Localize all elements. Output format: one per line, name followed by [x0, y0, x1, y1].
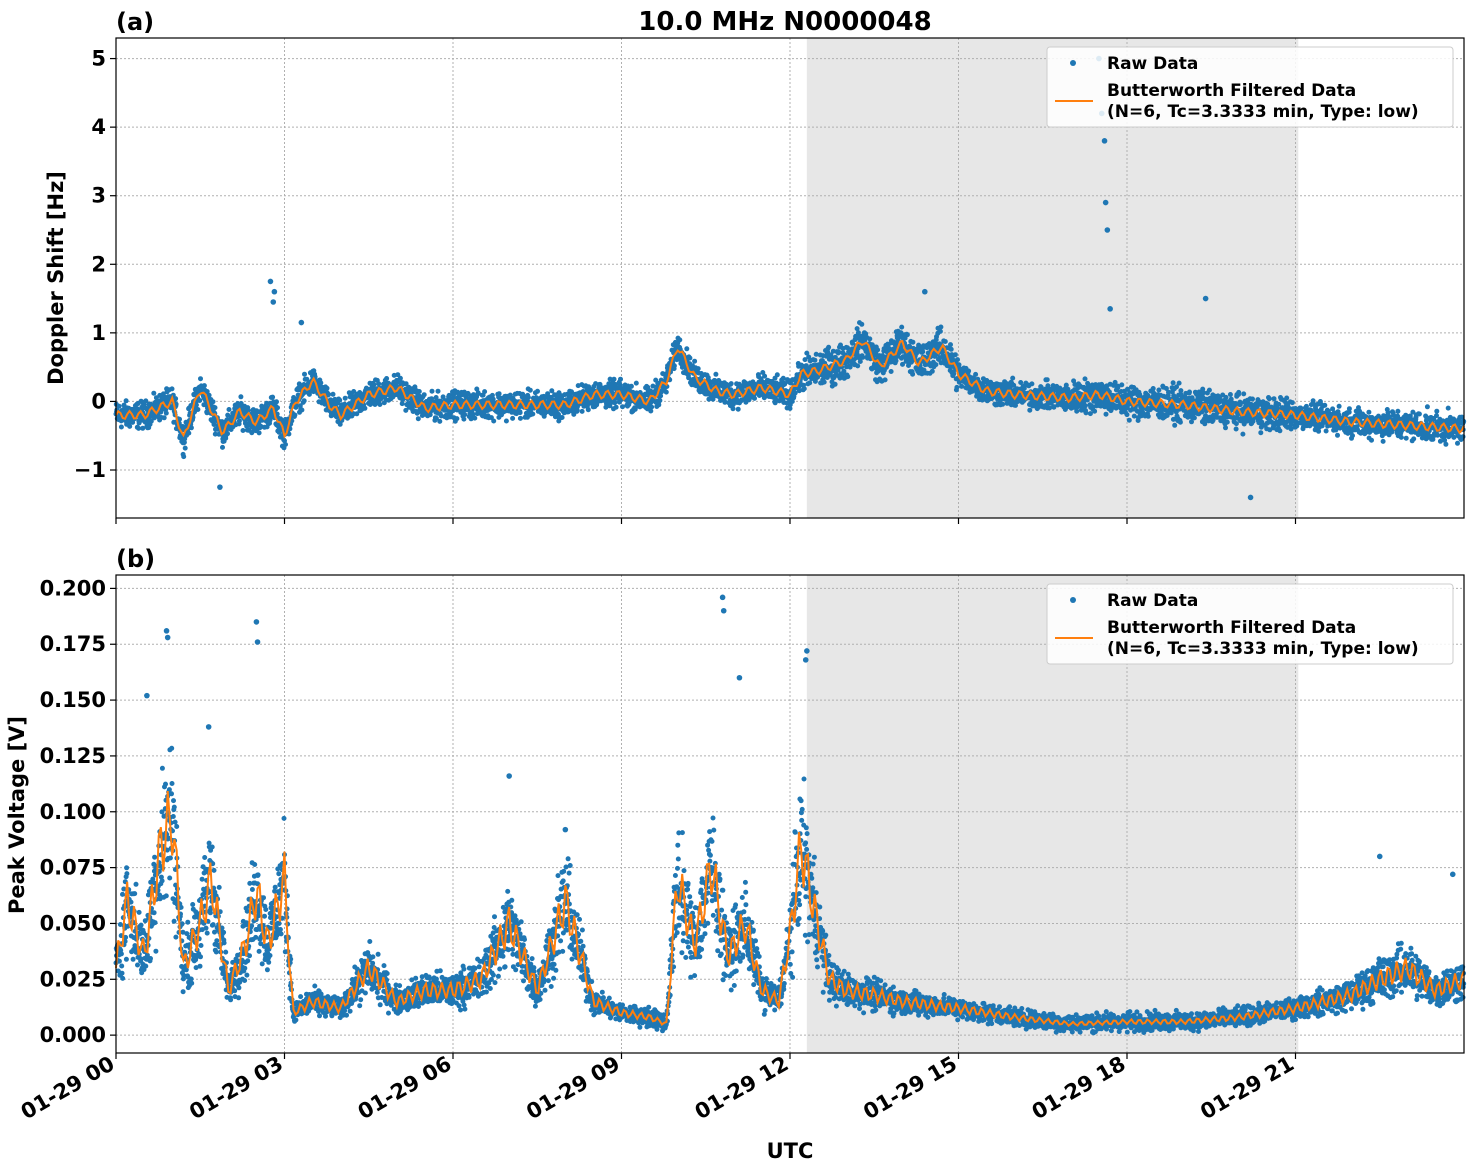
y-tick-label: 0.175 — [40, 632, 106, 656]
panel-a-ylabel: Doppler Shift [Hz] — [44, 171, 68, 385]
panel-a-frame — [115, 37, 1465, 519]
raw-data-point — [1202, 295, 1209, 302]
panel-a-doppler-shift: (a) Doppler Shift [Hz] −1 0 1 2 3 4 5 Raw Data… — [44, 8, 1467, 524]
raw-data-point — [144, 692, 150, 699]
raw-data-point — [254, 639, 261, 645]
legend-filtered-label-2: (N=6, Tc=3.3333 min, Type: low) — [1107, 102, 1419, 122]
raw-data-point — [1101, 138, 1108, 144]
raw-data-point — [719, 594, 726, 601]
x-tick-label: 01-29 15 — [859, 1052, 961, 1125]
panel-b-ylabel: Peak Voltage [V] — [5, 716, 29, 914]
filtered-data-line — [115, 339, 1465, 439]
y-tick-label: 0.100 — [40, 800, 106, 824]
y-tick-label: 3 — [91, 184, 106, 208]
y-tick-label: 0.000 — [40, 1023, 106, 1047]
raw-data-point — [1247, 494, 1254, 501]
raw-data-point — [506, 773, 512, 779]
legend-filtered-label-1: Butterworth Filtered Data — [1107, 618, 1356, 638]
raw-data-point — [267, 278, 274, 285]
x-tick-label: 01-29 09 — [522, 1052, 624, 1125]
raw-data-point — [164, 634, 171, 641]
raw-data-point — [298, 319, 305, 326]
y-tick-label: 0.200 — [40, 576, 106, 600]
raw-data-point — [922, 288, 928, 295]
x-tick-label: 01-29 18 — [1028, 1052, 1130, 1125]
x-tick-label: 01-29 06 — [354, 1052, 456, 1125]
legend-filtered-label-2: (N=6, Tc=3.3333 min, Type: low) — [1107, 639, 1419, 659]
panel-a-legend: Raw Data Butterworth Filtered Data (N=6,… — [1046, 46, 1454, 128]
x-axis-label: UTC — [767, 1139, 814, 1163]
legend-raw-marker — [1070, 60, 1076, 66]
legend-filtered-label-1: Butterworth Filtered Data — [1107, 81, 1356, 101]
raw-data-point — [253, 619, 260, 625]
raw-data-point — [163, 628, 170, 634]
raw-data-point — [271, 288, 278, 295]
raw-data-point — [1449, 871, 1456, 878]
legend-box — [1046, 46, 1454, 128]
raw-data-point — [205, 724, 212, 730]
raw-data-point — [1376, 853, 1383, 860]
raw-data-point — [1107, 306, 1113, 312]
panel-b-label: (b) — [116, 545, 155, 573]
x-tick-label: 01-29 12 — [691, 1052, 793, 1125]
y-tick-label: 0 — [91, 389, 106, 413]
y-tick-label: 0.125 — [40, 744, 106, 768]
y-tick-label: −1 — [74, 458, 106, 482]
figure-title: 10.0 MHz N0000048 — [638, 7, 931, 37]
panel-b-legend: Raw Data Butterworth Filtered Data (N=6,… — [1046, 583, 1454, 665]
y-tick-label: 4 — [91, 115, 106, 139]
y-tick-label: 5 — [91, 47, 106, 71]
raw-data-point — [1102, 199, 1109, 206]
x-tick-label: 01-29 21 — [1196, 1052, 1298, 1125]
raw-data-point — [1104, 227, 1111, 233]
raw-data-point — [562, 826, 569, 833]
raw-data-point — [736, 674, 743, 681]
filtered-data-line — [115, 791, 1465, 1028]
legend-raw-label: Raw Data — [1107, 591, 1198, 611]
x-tick-label: 01-29 00 — [17, 1052, 119, 1125]
y-tick-label: 2 — [91, 252, 106, 276]
y-tick-label: 0.050 — [40, 911, 106, 935]
x-tick-label: 01-29 03 — [185, 1052, 287, 1125]
y-tick-label: 1 — [91, 321, 106, 345]
raw-data-point — [270, 299, 277, 305]
raw-data-point — [720, 607, 727, 614]
legend-raw-marker — [1070, 597, 1076, 603]
y-tick-label: 0.150 — [40, 688, 106, 712]
panel-b-frame — [115, 574, 1465, 1054]
legend-raw-label: Raw Data — [1107, 54, 1198, 74]
raw-data-point — [802, 657, 809, 663]
panel-b-peak-voltage: (b) Peak Voltage [V] 0.000 0.025 0.050 0.07… — [5, 545, 1467, 1059]
raw-data-point — [217, 484, 223, 490]
y-tick-label: 0.025 — [40, 967, 106, 991]
legend-box — [1046, 583, 1454, 665]
y-tick-label: 0.075 — [40, 856, 106, 880]
raw-data-point — [804, 648, 810, 654]
panel-a-label: (a) — [116, 8, 154, 36]
